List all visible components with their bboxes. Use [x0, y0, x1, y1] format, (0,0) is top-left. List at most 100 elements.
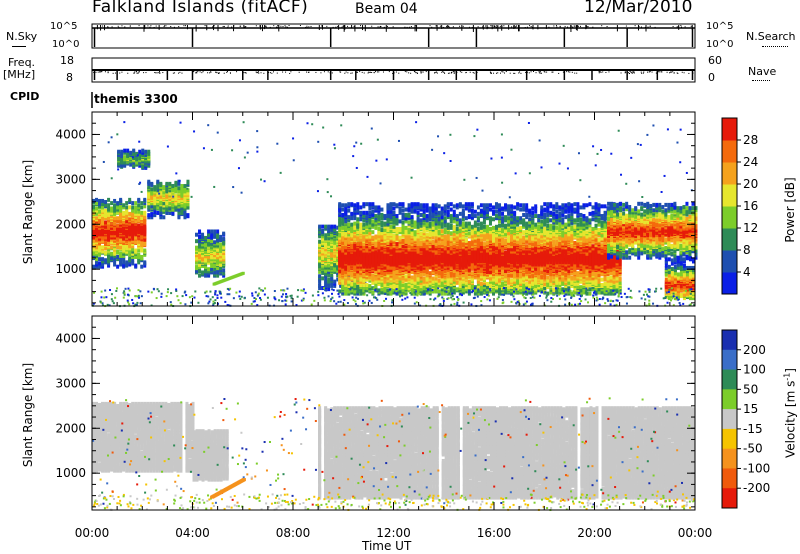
nave-dot [339, 71, 340, 72]
nave-dot [289, 73, 290, 74]
power-cell [104, 258, 107, 262]
nave-dot [230, 73, 231, 74]
nsearch-dot [463, 26, 464, 27]
nave-dot [601, 72, 602, 73]
power-cell [222, 268, 225, 272]
power-cell [453, 225, 456, 229]
nsearch-dot [108, 27, 109, 28]
power-cell [125, 201, 128, 205]
nave-dot [398, 73, 399, 74]
power-cell [207, 267, 210, 271]
nave-dot [364, 72, 365, 73]
nsearch-dot [139, 25, 140, 26]
nsearch-dot [280, 26, 281, 27]
power-cell [411, 275, 414, 279]
nsearch-dot [502, 26, 503, 27]
nave-dot [383, 72, 384, 73]
nave-dot [394, 72, 395, 73]
power-cell [98, 199, 101, 203]
power-cell [402, 213, 405, 217]
nave-dot [473, 72, 474, 73]
nave-dot [119, 73, 120, 74]
power-cell [468, 214, 471, 218]
nsearch-dot [440, 26, 441, 27]
nave-dot [420, 71, 421, 72]
nave-dot [173, 73, 174, 74]
power-cell [429, 222, 432, 226]
nsearch-dot [321, 25, 322, 26]
nave-dot [477, 72, 478, 73]
power-cell [116, 250, 119, 254]
nsearch-dot [393, 26, 394, 27]
frequency-panel [92, 58, 695, 82]
power-cell [333, 280, 336, 284]
power-cell [447, 202, 450, 206]
nave-dot [671, 71, 672, 72]
nave-dot [621, 72, 622, 73]
nsearch-dot [150, 25, 151, 26]
nave-dot [368, 72, 369, 73]
nsearch-dot [516, 25, 517, 26]
nsearch-dot [277, 27, 278, 28]
power-cell [125, 260, 128, 264]
power-cell [156, 211, 159, 215]
nave-dot [389, 71, 390, 72]
power-cell [438, 204, 441, 208]
nave-dot [93, 72, 94, 73]
nsearch-dot [677, 26, 678, 27]
power-cell [456, 203, 459, 207]
power-cell [399, 206, 402, 210]
power-cell [432, 203, 435, 207]
power-cell [347, 209, 350, 213]
nave-dot [520, 73, 521, 74]
nsearch-dot [565, 26, 566, 27]
nsearch-dot [685, 26, 686, 27]
power-cell [222, 237, 225, 241]
nsearch-dot [178, 26, 179, 27]
power-cell [101, 245, 104, 249]
nsearch-dot [635, 25, 636, 26]
nsearch-dot [503, 25, 504, 26]
power-cell [174, 194, 177, 198]
nave-dot [605, 72, 606, 73]
power-cell [386, 203, 389, 207]
nave-dot [101, 71, 102, 72]
nsearch-dot [472, 27, 473, 28]
power-cell [174, 181, 177, 185]
power-cell [426, 232, 429, 236]
power-cell [389, 225, 392, 229]
power-cell [368, 284, 371, 288]
nave-dot [652, 72, 653, 73]
nave-dot [572, 72, 573, 73]
nsearch-dot [655, 27, 656, 28]
nsearch-dot [601, 25, 602, 26]
power-cell [356, 242, 359, 246]
power-cell [414, 220, 417, 224]
power-cell [365, 202, 368, 206]
power-cell [423, 277, 426, 281]
power-cell [120, 150, 123, 154]
nave-dot [371, 72, 372, 73]
nsearch-dot [214, 25, 215, 26]
power-cell [150, 182, 153, 186]
power-cell [450, 208, 453, 212]
power-cell [128, 217, 131, 221]
power-cell [405, 283, 408, 287]
nsearch-dot [380, 26, 381, 27]
power-cell [438, 279, 441, 283]
power-cell [98, 257, 101, 261]
nsearch-dot [311, 26, 312, 27]
power-cell [444, 216, 447, 220]
power-cell [327, 225, 330, 229]
power-cell [432, 240, 435, 244]
power-cell [341, 213, 344, 217]
nave-dot [352, 72, 353, 73]
power-cell [468, 231, 471, 235]
nave-dot [159, 73, 160, 74]
power-cell [371, 219, 374, 223]
power-cell [107, 203, 110, 207]
power-cell [137, 203, 140, 207]
power-cell [327, 277, 330, 281]
power-cell [201, 233, 204, 237]
power-cell [447, 210, 450, 214]
